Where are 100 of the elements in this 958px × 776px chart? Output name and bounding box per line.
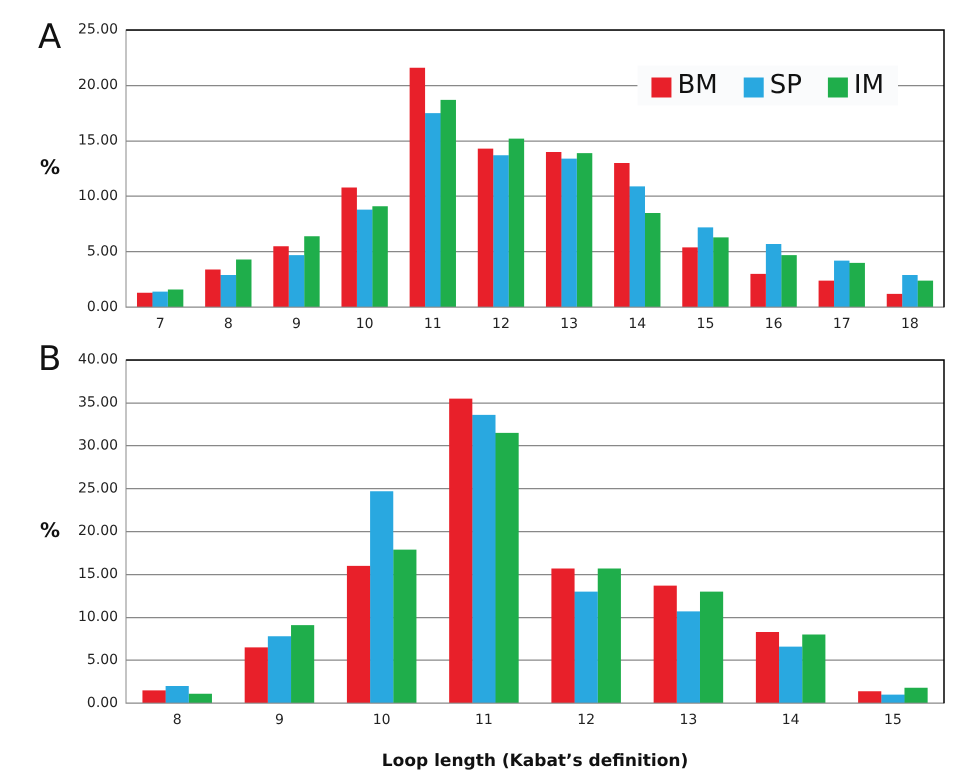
y-tick-label: 10.00 — [78, 609, 118, 626]
y-axis-title: % — [40, 518, 60, 542]
y-tick-label: 40.00 — [78, 352, 118, 368]
bar — [834, 260, 850, 307]
x-tick-label: 7 — [156, 316, 165, 332]
bar — [288, 255, 304, 307]
y-tick-label: 20.00 — [78, 523, 118, 540]
x-tick-label: 8 — [172, 712, 182, 728]
bar — [904, 688, 928, 703]
bar — [341, 187, 357, 307]
bar — [236, 260, 252, 307]
bar — [614, 163, 630, 307]
bar — [304, 236, 320, 307]
legend-label: IM — [854, 70, 884, 100]
bar — [205, 270, 221, 307]
legend-label: SP — [770, 70, 802, 100]
bar — [440, 100, 456, 307]
y-tick-label: 25.00 — [78, 480, 118, 496]
x-axis-title: Loop length (Kabat’s definition) — [382, 750, 688, 771]
x-tick-label: 14 — [782, 712, 800, 728]
y-tick-label: 15.00 — [78, 566, 118, 582]
x-tick-label: 9 — [292, 316, 301, 332]
x-tick-label: 12 — [577, 712, 596, 728]
bar — [886, 294, 902, 307]
y-tick-label: 20.00 — [78, 77, 118, 94]
bar — [372, 206, 388, 307]
bar — [136, 292, 152, 307]
y-tick-label: 0.00 — [86, 694, 118, 711]
y-tick-label: 5.00 — [86, 243, 118, 260]
bar — [858, 691, 882, 703]
bar — [598, 568, 621, 703]
bar — [902, 275, 918, 307]
y-axis-title: % — [40, 154, 60, 179]
legend-label: BM — [677, 70, 718, 100]
y-tick-label: 0.00 — [86, 298, 118, 315]
bar — [291, 625, 314, 703]
bar — [493, 155, 509, 307]
bar — [676, 611, 700, 703]
x-tick-label: 13 — [679, 712, 698, 728]
bar — [818, 280, 834, 307]
bar — [370, 491, 394, 703]
y-tick-label: 30.00 — [78, 437, 118, 454]
bar — [478, 148, 494, 307]
text: B — [38, 338, 62, 379]
bar — [645, 212, 660, 307]
bar — [449, 398, 472, 703]
bar — [425, 113, 441, 307]
bar — [698, 227, 714, 307]
x-tick-label: 12 — [492, 316, 510, 332]
bar — [508, 138, 524, 307]
bar — [779, 646, 802, 703]
bar — [654, 586, 677, 703]
y-tick-label: 15.00 — [78, 132, 118, 149]
bar — [496, 432, 519, 703]
bar — [700, 592, 724, 703]
bar — [244, 647, 268, 703]
bar — [713, 237, 729, 307]
bar — [168, 289, 184, 307]
x-tick-label: 13 — [560, 316, 578, 332]
bar — [802, 634, 826, 703]
x-tick-label: 10 — [372, 712, 391, 728]
x-tick-label: 18 — [901, 316, 919, 332]
bar — [849, 262, 865, 307]
bar — [166, 686, 189, 703]
bar — [356, 210, 372, 307]
x-tick-label: 15 — [884, 712, 902, 728]
bar — [918, 280, 934, 307]
x-tick-label: 8 — [224, 316, 233, 332]
x-tick-label: 17 — [832, 316, 851, 332]
x-tick-label: 11 — [424, 316, 442, 332]
bar — [561, 158, 577, 307]
x-tick-label: 14 — [628, 316, 646, 332]
bar — [410, 68, 426, 307]
y-tick-label: 5.00 — [86, 652, 118, 668]
bar — [546, 152, 562, 307]
bar — [781, 255, 797, 307]
x-tick-label: 15 — [696, 316, 714, 332]
bar — [346, 566, 370, 703]
bar — [268, 636, 292, 703]
x-tick-label: 9 — [274, 712, 284, 728]
bar — [750, 274, 766, 307]
bar — [188, 694, 212, 703]
y-tick-label: 25.00 — [78, 22, 118, 38]
bar — [142, 690, 166, 703]
bar — [273, 246, 289, 307]
bar — [574, 592, 598, 703]
x-tick-label: 10 — [356, 316, 374, 332]
x-tick-label: 11 — [475, 712, 493, 728]
y-tick-label: 10.00 — [78, 188, 118, 204]
text: A — [38, 16, 62, 57]
y-tick-label: 35.00 — [78, 394, 118, 411]
bar — [756, 632, 780, 703]
bar — [682, 247, 698, 307]
bar — [220, 275, 236, 307]
bar — [576, 153, 592, 307]
bar — [881, 694, 904, 703]
bar — [630, 186, 646, 307]
bar — [766, 244, 782, 307]
x-tick-label: 16 — [764, 316, 783, 332]
bar — [393, 550, 416, 703]
